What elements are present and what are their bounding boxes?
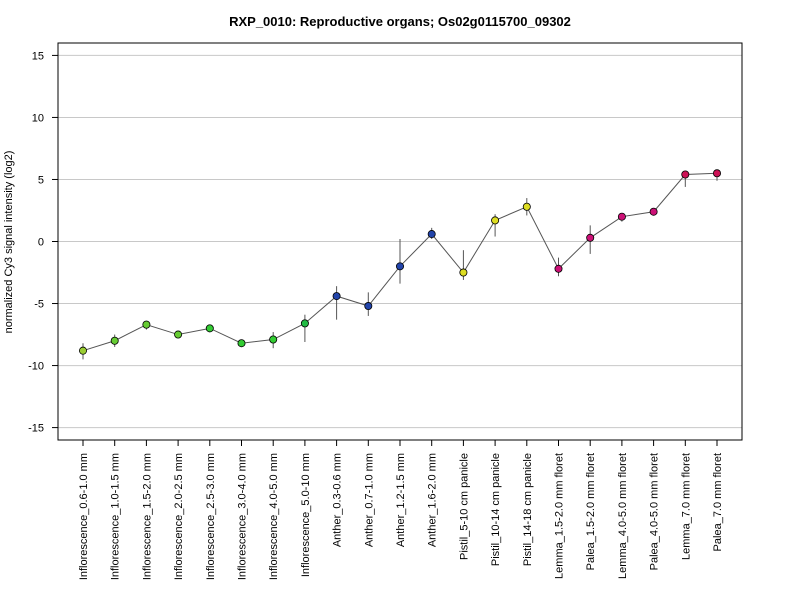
grid-lines: [58, 54, 742, 429]
x-tick-label: Pistil_5-10 cm panicle: [458, 453, 470, 560]
chart-title: RXP_0010: Reproductive organs; Os02g0115…: [229, 14, 571, 29]
x-tick-label: Lemma_7.0 mm floret: [680, 453, 692, 560]
y-axis: -15 -10 -5 0 5 10 15: [28, 50, 58, 435]
x-tick-label: Inflorescence_1.0-1.5 mm: [110, 453, 122, 580]
x-tick-label: Anther_1.6-2.0 mm: [427, 453, 439, 547]
data-point: [332, 292, 341, 301]
data-point: [649, 207, 658, 216]
x-tick-label: Inflorescence_2.0-2.5 mm: [173, 453, 185, 580]
x-tick-label: Lemma_4.0-5.0 mm floret: [617, 453, 629, 579]
y-axis-label: normalized Cy3 signal intensity (log2): [3, 151, 15, 334]
data-point: [174, 330, 183, 339]
x-tick-label: Anther_0.3-0.6 mm: [332, 453, 344, 547]
x-tick-label: Inflorescence_2.5-3.0 mm: [205, 453, 217, 580]
x-tick-label: Inflorescence_4.0-5.0 mm: [268, 453, 280, 580]
data-point: [237, 339, 246, 348]
data-point: [364, 302, 373, 311]
data-point: [713, 169, 722, 178]
x-tick-label: Lemma_1.5-2.0 mm floret: [554, 453, 566, 579]
data-point: [554, 264, 563, 273]
data-point: [522, 202, 531, 211]
x-tick-label: Palea_4.0-5.0 mm floret: [649, 453, 661, 570]
x-tick-label: Anther_0.7-1.0 mm: [363, 453, 375, 547]
y-tick-label: 15: [32, 50, 44, 62]
data-point: [110, 336, 119, 345]
x-tick-label: Palea_1.5-2.0 mm floret: [585, 453, 597, 570]
data-point: [269, 335, 278, 344]
y-tick-label: 10: [32, 112, 44, 124]
data-point: [395, 262, 404, 271]
data-point: [142, 320, 151, 329]
y-tick-label: -5: [34, 299, 44, 311]
data-point: [427, 230, 436, 239]
x-tick-label: Inflorescence_5.0-10 mm: [300, 453, 312, 577]
data-point: [586, 233, 595, 242]
x-tick-label: Anther_1.2-1.5 mm: [395, 453, 407, 547]
x-tick-label: Inflorescence_1.5-2.0 mm: [141, 453, 153, 580]
x-axis: Inflorescence_0.6-1.0 mm Inflorescence_1.…: [78, 440, 724, 580]
x-tick-label: Palea_7.0 mm floret: [712, 453, 724, 551]
y-tick-label: 5: [38, 174, 44, 186]
x-tick-label: Pistil_14-18 cm panicle: [522, 453, 534, 566]
data-point: [617, 212, 626, 221]
x-tick-label: Pistil_10-14 cm panicle: [490, 453, 502, 566]
y-tick-label: 0: [38, 237, 44, 249]
data-point: [491, 216, 500, 225]
data-point: [459, 268, 468, 277]
data-points: [79, 169, 722, 355]
data-point: [205, 324, 214, 333]
data-point: [300, 319, 309, 328]
data-point: [681, 170, 690, 179]
data-point: [79, 346, 88, 355]
x-tick-label: Inflorescence_0.6-1.0 mm: [78, 453, 90, 580]
y-tick-label: -10: [28, 361, 44, 373]
y-tick-label: -15: [28, 423, 44, 435]
x-tick-label: Inflorescence_3.0-4.0 mm: [237, 453, 249, 580]
